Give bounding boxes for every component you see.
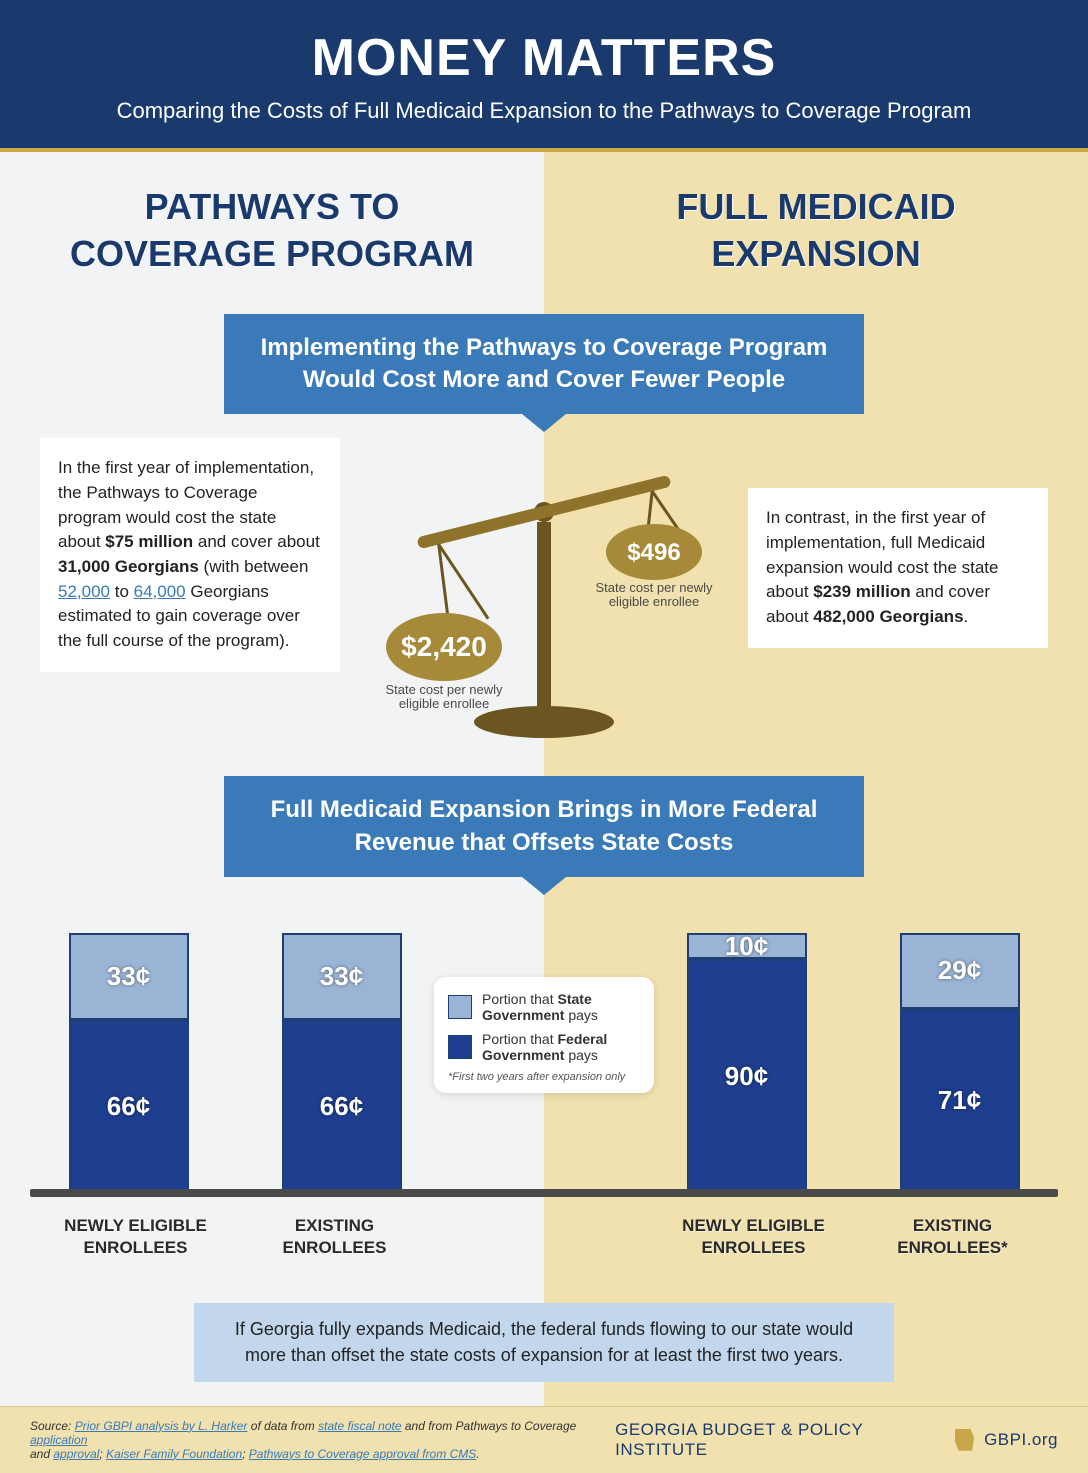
text: . bbox=[476, 1447, 479, 1461]
bill-state-segment: 29¢ bbox=[900, 933, 1020, 1008]
src-link-5[interactable]: Kaiser Family Foundation bbox=[106, 1447, 242, 1461]
bill-state-segment: 10¢ bbox=[687, 933, 807, 959]
bills-baseline bbox=[30, 1189, 1058, 1197]
expansion-people: 482,000 Georgians bbox=[813, 607, 963, 626]
callout-cost-cover: Implementing the Pathways to Coverage Pr… bbox=[224, 314, 864, 415]
bill-column-label: EXISTING ENROLLEES* bbox=[868, 1215, 1038, 1259]
scale-right-cap1: State cost per newly bbox=[595, 580, 713, 595]
bills-right-half: 10¢90¢ 29¢71¢ bbox=[654, 933, 1052, 1193]
scale-left-cap1: State cost per newly bbox=[385, 682, 503, 697]
bill-stack: 33¢66¢ bbox=[282, 933, 402, 1193]
bill-fed-segment: 66¢ bbox=[282, 1020, 402, 1193]
scale-row: In the first year of implementation, the… bbox=[0, 438, 1088, 742]
expansion-cost: $239 million bbox=[813, 582, 910, 601]
text: (with between bbox=[199, 557, 309, 576]
callout-federal-revenue: Full Medicaid Expansion Brings in More F… bbox=[224, 776, 864, 877]
text: pays bbox=[564, 1047, 597, 1063]
page-title: MONEY MATTERS bbox=[20, 28, 1068, 88]
page-subtitle: Comparing the Costs of Full Medicaid Exp… bbox=[20, 98, 1068, 124]
scale-right-cap2: eligible enrollee bbox=[609, 594, 699, 609]
bill-column-label: EXISTING ENROLLEES bbox=[250, 1215, 420, 1259]
pathways-textbox: In the first year of implementation, the… bbox=[40, 438, 340, 671]
swatch-fed bbox=[448, 1035, 472, 1059]
conclusion: If Georgia fully expands Medicaid, the f… bbox=[194, 1303, 894, 1381]
pathways-cost: $75 million bbox=[105, 532, 193, 551]
bill-fed-segment: 90¢ bbox=[687, 959, 807, 1193]
text: Source: bbox=[30, 1419, 75, 1433]
brand-name: GEORGIA BUDGET & POLICY INSTITUTE bbox=[615, 1420, 945, 1460]
legend-note: *First two years after expansion only bbox=[448, 1071, 640, 1083]
bills-left-half: 33¢66¢33¢66¢ bbox=[36, 933, 434, 1193]
src-link-1[interactable]: Prior GBPI analysis by L. Harker bbox=[75, 1419, 248, 1433]
range-high-link[interactable]: 64,000 bbox=[134, 582, 186, 601]
georgia-icon bbox=[955, 1429, 974, 1451]
bill-stack: 10¢90¢ bbox=[687, 933, 807, 1193]
footer: Source: Prior GBPI analysis by L. Harker… bbox=[0, 1406, 1088, 1473]
balance-scale: $2,420 State cost per newly eligible enr… bbox=[340, 432, 748, 742]
footer-brand: GEORGIA BUDGET & POLICY INSTITUTE GBPI.o… bbox=[615, 1420, 1058, 1460]
text: to bbox=[110, 582, 134, 601]
expansion-textbox: In contrast, in the first year of implem… bbox=[748, 488, 1048, 647]
text: . bbox=[964, 607, 969, 626]
src-link-2[interactable]: state fiscal note bbox=[318, 1419, 401, 1433]
bills-labels: NEWLY ELIGIBLE ENROLLEES EXISTING ENROLLE… bbox=[0, 1193, 1088, 1259]
bill-state-segment: 33¢ bbox=[69, 933, 189, 1020]
bills-row: 33¢66¢33¢66¢ 10¢90¢29¢71¢ Portion that S… bbox=[0, 913, 1088, 1193]
bill-fed-segment: 66¢ bbox=[69, 1020, 189, 1193]
range-low-link[interactable]: 52,000 bbox=[58, 582, 110, 601]
source-line: Source: Prior GBPI analysis by L. Harker… bbox=[30, 1419, 615, 1461]
legend-state: Portion that State Government pays bbox=[448, 991, 640, 1023]
text: ; bbox=[242, 1447, 249, 1461]
text: and bbox=[30, 1447, 53, 1461]
brand-site: GBPI.org bbox=[984, 1430, 1058, 1450]
src-link-3[interactable]: application bbox=[30, 1433, 87, 1447]
pathways-people: 31,000 Georgians bbox=[58, 557, 199, 576]
src-link-4[interactable]: approval bbox=[53, 1447, 99, 1461]
legend: Portion that State Government pays Porti… bbox=[434, 977, 654, 1093]
text: Portion that bbox=[482, 1031, 558, 1047]
bill-fed-segment: 71¢ bbox=[900, 1009, 1020, 1194]
left-column-title: PATHWAYS TO COVERAGE PROGRAM bbox=[0, 176, 544, 286]
bill-column-label: NEWLY ELIGIBLE ENROLLEES bbox=[669, 1215, 839, 1259]
text: and cover about bbox=[193, 532, 320, 551]
swatch-state bbox=[448, 995, 472, 1019]
column-headers: PATHWAYS TO COVERAGE PROGRAM FULL MEDICA… bbox=[0, 176, 1088, 286]
text: ; bbox=[99, 1447, 106, 1461]
scale-right-amount: $496 bbox=[627, 539, 680, 566]
src-link-6[interactable]: Pathways to Coverage approval from CMS bbox=[249, 1447, 476, 1461]
bill-stack: 33¢66¢ bbox=[69, 933, 189, 1193]
page: MONEY MATTERS Comparing the Costs of Ful… bbox=[0, 0, 1088, 1473]
bills-section: Full Medicaid Expansion Brings in More F… bbox=[0, 776, 1088, 1259]
text: of data from bbox=[247, 1419, 318, 1433]
scale-left-amount: $2,420 bbox=[401, 631, 487, 662]
text: and from Pathways to Coverage bbox=[402, 1419, 577, 1433]
text: pays bbox=[564, 1007, 597, 1023]
header: MONEY MATTERS Comparing the Costs of Ful… bbox=[0, 0, 1088, 152]
bill-state-segment: 33¢ bbox=[282, 933, 402, 1020]
legend-fed: Portion that Federal Government pays bbox=[448, 1031, 640, 1063]
body: PATHWAYS TO COVERAGE PROGRAM FULL MEDICA… bbox=[0, 152, 1088, 1406]
bill-column-label: NEWLY ELIGIBLE ENROLLEES bbox=[51, 1215, 221, 1259]
bill-stack: 29¢71¢ bbox=[900, 933, 1020, 1193]
scale-left-cap2: eligible enrollee bbox=[399, 696, 489, 711]
text: Portion that bbox=[482, 991, 558, 1007]
right-column-title: FULL MEDICAID EXPANSION bbox=[544, 176, 1088, 286]
